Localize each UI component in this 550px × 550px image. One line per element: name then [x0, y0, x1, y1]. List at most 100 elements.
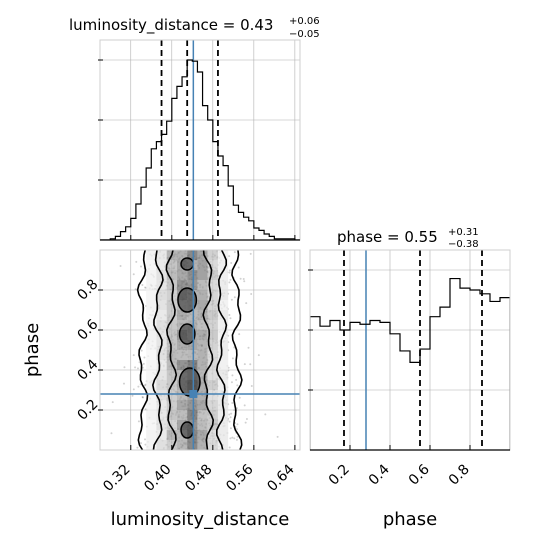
x-tick-label-ld-3: 0.56: [223, 461, 256, 494]
x-tick-labels-ld: 0.32 0.40 0.48 0.56 0.64: [100, 461, 298, 494]
x-tick-label-ld-0: 0.32: [100, 462, 133, 495]
scatter-point: [144, 286, 147, 289]
x-tick-label-ld-4: 0.64: [264, 461, 297, 494]
scatter-point: [228, 269, 231, 272]
density-cell: [156, 380, 167, 390]
scatter-point: [231, 402, 234, 405]
density-cell: [217, 340, 229, 350]
density-cell: [197, 370, 208, 380]
y-tick-label-phase-2: 0.6: [74, 316, 101, 343]
density-cell: [207, 380, 218, 390]
density-cell: [217, 320, 229, 330]
density-cell: [197, 420, 208, 430]
scatter-point: [233, 296, 236, 299]
density-cell: [197, 360, 208, 370]
density-cell: [146, 380, 157, 390]
scatter-point: [230, 412, 233, 415]
histogram-ld: [100, 59, 300, 240]
title-phase-value: 0.55: [404, 228, 437, 246]
contour-line: [136, 250, 149, 450]
scatter-point: [243, 280, 246, 283]
density-cell: [197, 320, 208, 330]
density-cell: [146, 360, 157, 370]
density-cell: [176, 270, 188, 280]
scatter-point: [228, 420, 231, 423]
density-cell: [197, 380, 208, 390]
scatter-point: [236, 435, 239, 438]
scatter-point: [235, 407, 238, 410]
density-cell: [197, 440, 208, 450]
contour-blob: [180, 257, 195, 271]
density-cell: [207, 400, 218, 410]
scatter-point: [144, 438, 147, 441]
title-ld-param: luminosity_distance: [69, 16, 218, 35]
x-tick-labels-phase: 0.2 0.4 0.6 0.8: [326, 461, 473, 488]
scatter-point: [229, 427, 232, 430]
scatter-point: [132, 273, 135, 276]
scatter-point: [233, 409, 236, 412]
density-cell: [187, 350, 198, 360]
density-cell: [156, 320, 167, 330]
scatter-point: [249, 363, 252, 366]
density-cell: [187, 440, 198, 450]
scatter-point: [233, 251, 236, 254]
density-cell: [207, 280, 218, 290]
density-cell: [187, 270, 198, 280]
contour-line: [165, 250, 178, 450]
density-cell: [166, 430, 177, 440]
density-cell: [156, 310, 167, 320]
density-cell: [187, 400, 198, 410]
title-ld: luminosity_distance = 0.43: [69, 16, 273, 35]
scatter-point: [244, 421, 247, 424]
density-cell: [146, 420, 157, 430]
scatter-point: [235, 378, 238, 381]
scatter-point: [238, 333, 241, 336]
density-cell: [156, 370, 167, 380]
density-cell: [197, 330, 208, 340]
scatter-point: [245, 302, 248, 305]
scatter-point: [276, 435, 279, 438]
scatter-point: [257, 354, 260, 357]
density-cell: [197, 410, 208, 420]
scatter-point: [233, 437, 236, 440]
density-cell: [197, 260, 208, 270]
scatter-point: [245, 418, 248, 421]
density-cell: [217, 430, 229, 440]
scatter-point: [134, 366, 137, 369]
density-cell: [156, 300, 167, 310]
scatter-point: [228, 281, 231, 284]
quantile-lines-tl: [160, 40, 219, 240]
density-cell: [187, 360, 198, 370]
y-tick-label-phase-1: 0.4: [74, 356, 101, 383]
scatter-point: [141, 395, 144, 398]
density-cell: [156, 390, 167, 400]
panel-2d-scatter: [98, 249, 301, 451]
scatter-point: [140, 349, 143, 352]
density-cell: [146, 290, 157, 300]
contour-lines: [136, 250, 243, 450]
title-ld-lower: −0.05: [289, 29, 320, 40]
scatter-point: [237, 266, 240, 269]
scatter-point: [141, 284, 144, 287]
scatter-point: [230, 381, 233, 384]
density-cell: [166, 310, 177, 320]
density-cell: [207, 370, 218, 380]
density-cell: [176, 440, 188, 450]
density-cell: [146, 370, 157, 380]
panel-luminosity-distance-marginal: luminosity_distance = 0.43 +0.06 −0.05: [69, 16, 320, 241]
y-tick-labels-phase: 0.2 0.4 0.6 0.8: [74, 276, 101, 423]
density-cell: [217, 300, 229, 310]
density-cell: [207, 290, 218, 300]
scatter-point: [229, 437, 232, 440]
density-cell: [217, 360, 229, 370]
scatter-point: [231, 357, 234, 360]
density-cell: [217, 440, 229, 450]
scatter-point: [143, 356, 146, 359]
scatter-point: [144, 443, 147, 446]
density-cell: [166, 260, 177, 270]
density-cell: [166, 320, 177, 330]
contour-line: [152, 250, 164, 450]
scatter-point: [110, 432, 113, 435]
density-cell: [207, 270, 218, 280]
